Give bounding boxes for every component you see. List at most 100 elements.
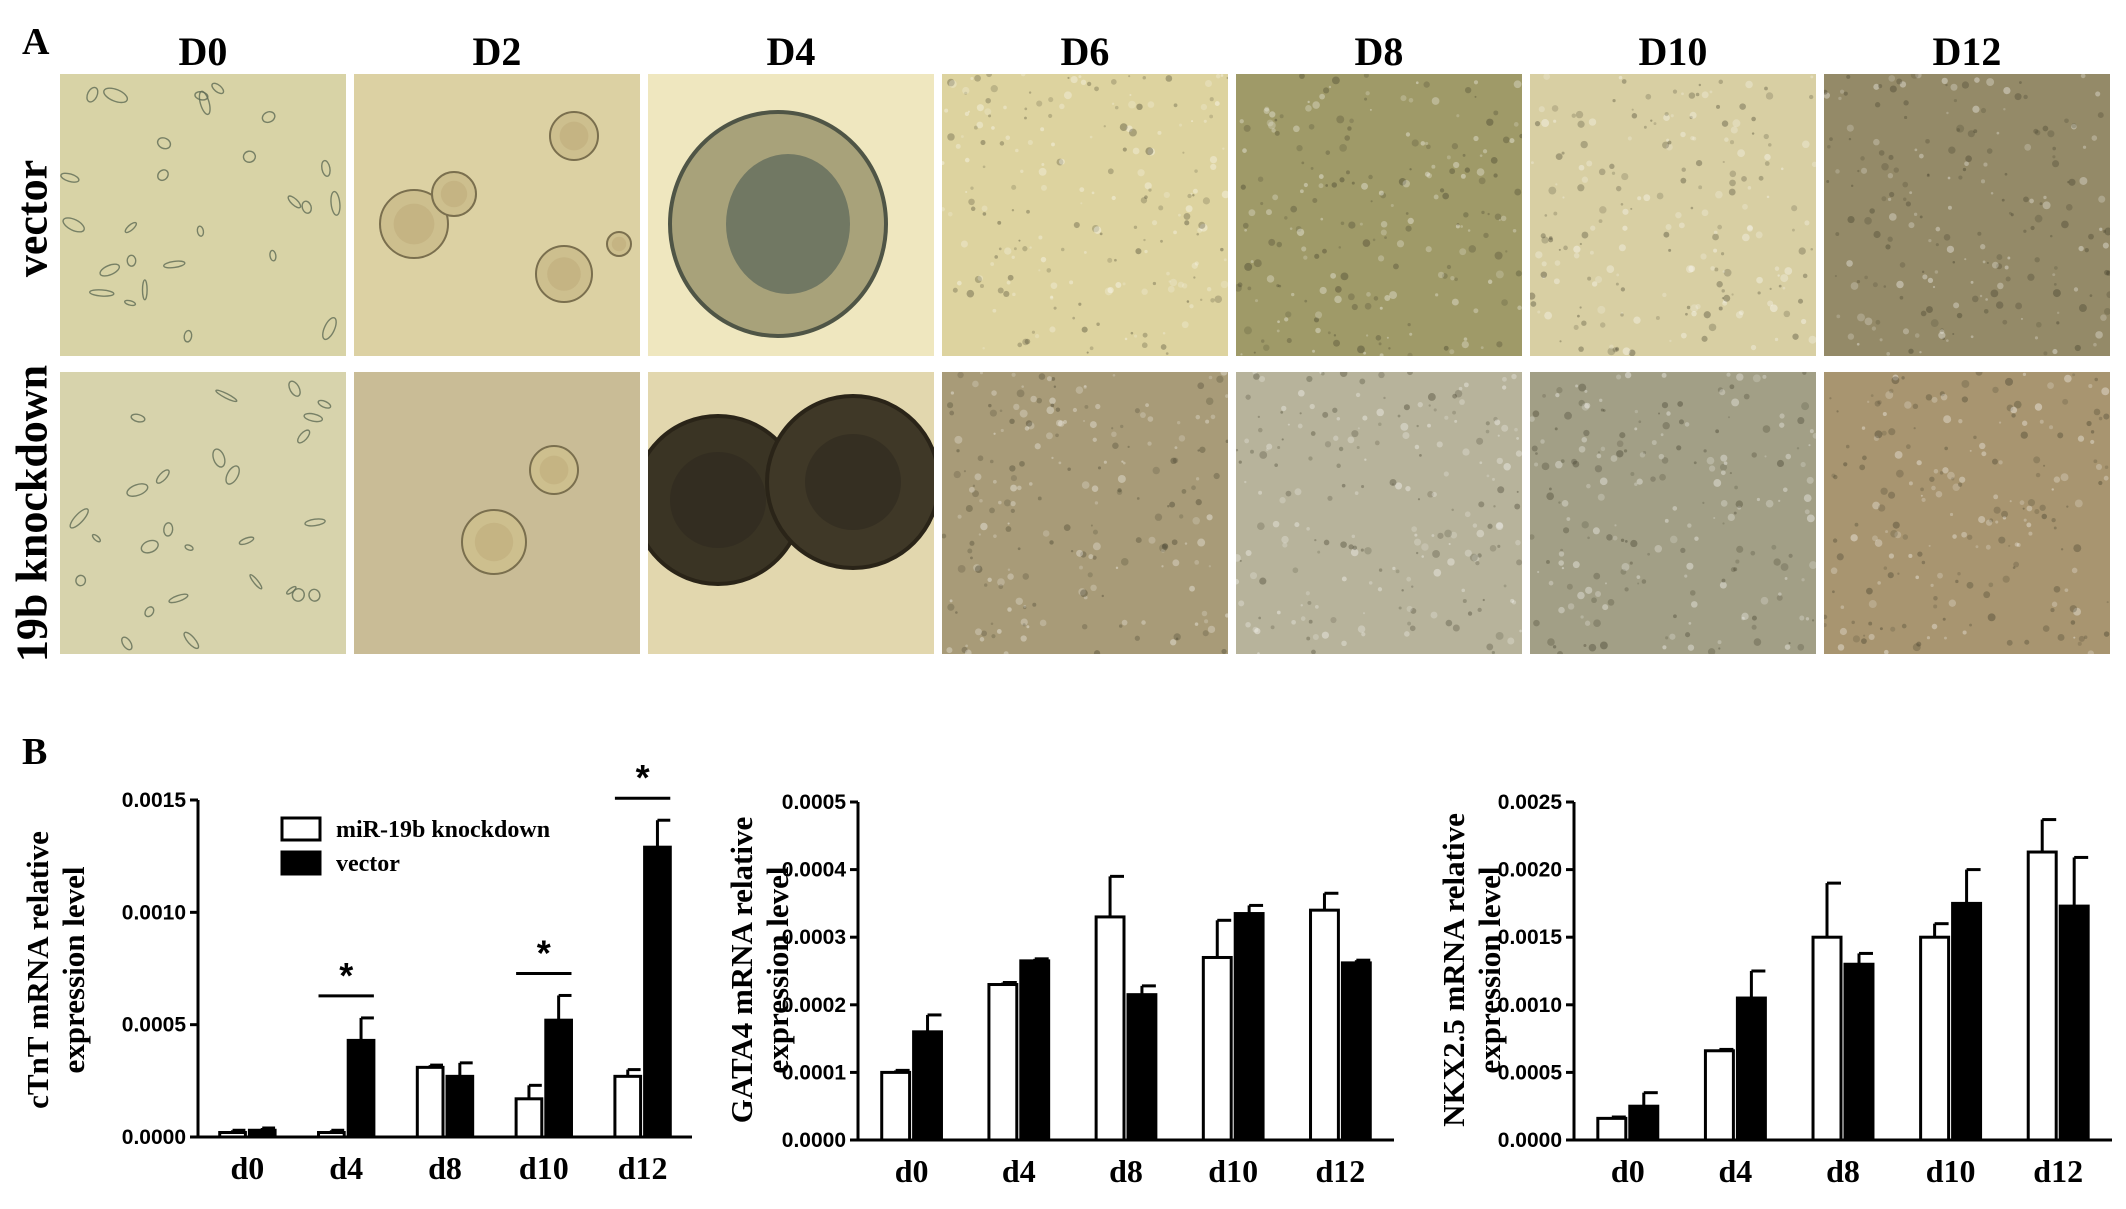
- micrograph-image: [942, 372, 1228, 654]
- chart1-bar-vector-d0: [912, 1030, 943, 1142]
- legend-label-vector: vector: [336, 851, 400, 877]
- column-label-d6: D6: [1060, 29, 1110, 74]
- micrograph-image: [1236, 372, 1522, 654]
- column-label-d4: D4: [766, 29, 816, 74]
- chart1-bar-vector-d8: [1126, 993, 1158, 1142]
- chart1-x-tick-label-d10: d10: [1208, 1153, 1258, 1189]
- chart2-bar-vector-d8: [1843, 962, 1875, 1142]
- chart0-y-tick-label: 0.0010: [122, 901, 186, 924]
- chart-gata4: GATA4 mRNA relative expression level 0.000…: [700, 760, 1400, 1209]
- chart0-bar-vector-d4: [346, 1038, 376, 1139]
- micrograph-image: [1530, 74, 1816, 356]
- chart1-x-tick-label-d12: d12: [1316, 1153, 1366, 1189]
- micrograph-image: [1824, 372, 2110, 654]
- chart1-bar-knockdown-d10: [1201, 955, 1233, 1142]
- chart0-significance-star-d4: *: [339, 955, 353, 996]
- chart1-y-tick-label: 0.0000: [782, 1129, 846, 1152]
- chart2-y-tick-label: 0.0000: [1498, 1129, 1562, 1152]
- chart1-ylabel-line: expression level: [760, 866, 795, 1073]
- chart-nkx25: NKX2.5 mRNA relative expression level 0.00…: [1400, 760, 2126, 1209]
- chart0-x-tick-label-d8: d8: [428, 1150, 462, 1186]
- chart0-y-tick-label: 0.0015: [122, 789, 187, 812]
- chart2-bar-vector-d10: [1951, 901, 1983, 1142]
- chart-ctnt: cTnT mRNA relative expression level 0.0000…: [0, 757, 700, 1209]
- legend-label-knockdown: miR-19b knockdown: [336, 817, 550, 843]
- micrograph-image: [354, 372, 640, 654]
- chart0-significance-star-d10: *: [537, 932, 551, 973]
- micrograph-vector-d12: [1824, 74, 2110, 356]
- micrograph-19b-knockdown-d2: [354, 372, 640, 654]
- chart1-y-tick-label: 0.0003: [782, 926, 846, 949]
- micrograph-vector-d4: [648, 74, 934, 356]
- chart1-y-tick-label: 0.0002: [782, 994, 846, 1017]
- micrograph-vector-d8: [1236, 74, 1522, 356]
- micrograph-vector-d2: [354, 74, 640, 356]
- chart1-bar-knockdown-d0: [880, 1070, 912, 1142]
- column-label-d8: D8: [1354, 29, 1404, 74]
- chart1-x-tick-label-d4: d4: [1002, 1153, 1036, 1189]
- micrograph-image: [648, 74, 934, 356]
- chart2-ylabel-line: expression level: [1472, 866, 1507, 1073]
- micrograph-image: [648, 372, 934, 654]
- chart2-x-tick-label-d4: d4: [1719, 1153, 1753, 1189]
- chart2-bar-vector-d4: [1735, 996, 1767, 1142]
- chart2-y-tick-label: 0.0015: [1498, 926, 1563, 949]
- chart-nkx25-svg: NKX2.5 mRNA relative expression level0.00…: [1436, 791, 2112, 1189]
- chart2-ylabel-line: NKX2.5 mRNA relative: [1436, 813, 1471, 1127]
- chart1-bar-knockdown-d4: [987, 983, 1019, 1142]
- legend-swatch-vector: [280, 850, 322, 876]
- panel-a-letter: A: [22, 21, 50, 63]
- chart0-bar-vector-d0: [247, 1128, 277, 1139]
- micrograph-image: [1824, 74, 2110, 356]
- chart0-y-tick-label: 0.0000: [122, 1126, 186, 1149]
- chart0-x-tick-label-d10: d10: [519, 1150, 569, 1186]
- micrograph-image: [1530, 372, 1816, 654]
- chart0-bar-vector-d8: [445, 1074, 475, 1139]
- chart2-bar-knockdown-d4: [1703, 1049, 1735, 1142]
- row-label-19b-knockdown: 19b knockdown: [7, 364, 57, 663]
- chart1-bar-vector-d10: [1233, 912, 1265, 1142]
- chart0-y-tick-label: 0.0005: [122, 1014, 187, 1037]
- chart1-bar-vector-d4: [1019, 959, 1051, 1142]
- chart2-y-tick-label: 0.0010: [1498, 994, 1562, 1017]
- chart0-x-tick-label-d0: d0: [231, 1150, 265, 1186]
- chart0-bar-knockdown-d10: [514, 1097, 544, 1139]
- chart1-x-tick-label-d0: d0: [895, 1153, 929, 1189]
- chart0-bar-knockdown-d12: [613, 1074, 643, 1139]
- chart0-bar-knockdown-d4: [317, 1131, 346, 1139]
- chart0-ylabel-line: expression level: [56, 866, 91, 1073]
- chart0-bar-vector-d10: [544, 1018, 573, 1139]
- chart2-bar-knockdown-d8: [1811, 935, 1843, 1142]
- chart2-bar-knockdown-d10: [1919, 935, 1951, 1142]
- micrograph-image: [354, 74, 640, 356]
- chart2-bar-vector-d12: [2058, 904, 2090, 1142]
- chart0-ylabel-line: cTnT mRNA relative: [20, 831, 55, 1109]
- micrograph-19b-knockdown-d10: [1530, 372, 1816, 654]
- chart2-y-tick-label: 0.0020: [1498, 859, 1562, 882]
- chart0-x-tick-label-d12: d12: [618, 1150, 668, 1186]
- chart1-y-tick-label: 0.0001: [782, 1061, 847, 1084]
- micrograph-image: [1236, 74, 1522, 356]
- chart0-bar-knockdown-d0: [218, 1131, 247, 1139]
- chart2-y-tick-label: 0.0025: [1498, 791, 1563, 814]
- chart0-bar-vector-d12: [643, 845, 672, 1139]
- chart1-x-tick-label-d8: d8: [1109, 1153, 1143, 1189]
- micrograph-19b-knockdown-d8: [1236, 372, 1522, 654]
- micrograph-image: [60, 74, 346, 356]
- micrograph-vector-d6: [942, 74, 1228, 356]
- chart2-x-tick-label-d0: d0: [1611, 1153, 1645, 1189]
- chart2-bar-vector-d0: [1628, 1104, 1660, 1142]
- chart-gata4-svg: GATA4 mRNA relative expression level0.000…: [724, 791, 1394, 1189]
- chart0-significance-star-d12: *: [636, 757, 650, 798]
- micrograph-vector-d0: [60, 74, 346, 356]
- micrograph-vector-d10: [1530, 74, 1816, 356]
- micrograph-image: [60, 372, 346, 654]
- chart1-bar-knockdown-d8: [1094, 915, 1126, 1142]
- chart1-bar-vector-d12: [1340, 961, 1372, 1142]
- chart2-bar-knockdown-d0: [1596, 1116, 1628, 1142]
- chart2-y-tick-label: 0.0005: [1498, 1061, 1563, 1084]
- micrograph-19b-knockdown-d6: [942, 372, 1228, 654]
- chart-ctnt-svg: cTnT mRNA relative expression level 0.0000…: [20, 757, 692, 1186]
- column-label-d10: D10: [1638, 29, 1708, 74]
- chart1-bar-knockdown-d12: [1309, 908, 1340, 1142]
